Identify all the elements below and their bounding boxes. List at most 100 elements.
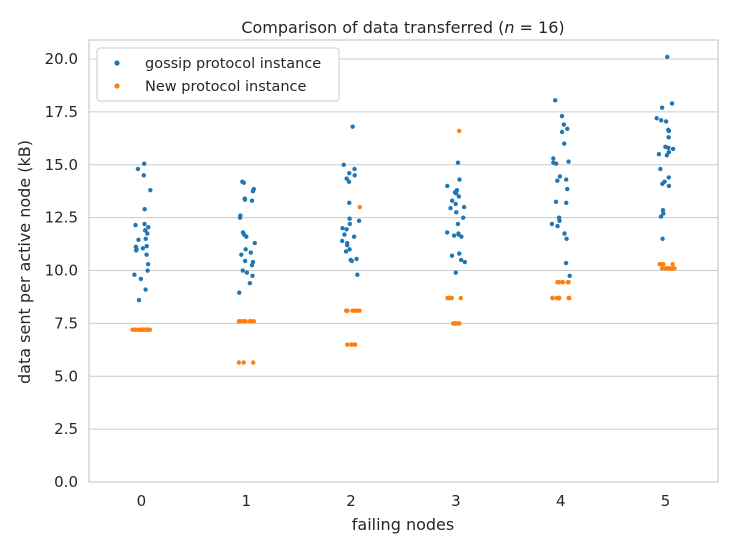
x-tick-label: 4 — [556, 492, 566, 510]
x-tick-label: 1 — [241, 492, 251, 510]
new-protocol-point — [556, 279, 562, 285]
gossip-point — [242, 197, 248, 202]
gossip-point — [145, 261, 151, 267]
data-points — [130, 54, 677, 365]
new-protocol-point — [457, 128, 462, 134]
gossip-point — [660, 236, 665, 241]
new-protocol-point — [557, 295, 562, 301]
gossip-point — [555, 223, 560, 229]
gossip-point — [451, 233, 457, 238]
gossip-point — [141, 173, 146, 178]
gossip-point — [252, 240, 257, 246]
y-tick-label: 10.0 — [45, 262, 78, 280]
gossip-point — [148, 187, 153, 193]
gossip-point — [559, 113, 565, 119]
gossip-point — [136, 297, 142, 303]
new-protocol-point — [659, 261, 665, 267]
legend-marker-new — [114, 83, 120, 89]
gossip-point — [136, 237, 141, 243]
y-tick-label: 20.0 — [45, 50, 78, 68]
gossip-point — [666, 145, 671, 151]
gossip-point — [659, 105, 665, 110]
gossip-point — [347, 200, 352, 206]
gossip-point — [563, 260, 569, 266]
gossip-point — [562, 231, 567, 236]
gossip-point — [567, 273, 572, 278]
gossip-point — [250, 273, 255, 278]
legend-label-gossip: gossip protocol instance — [145, 56, 321, 72]
gossip-point — [552, 98, 558, 103]
gossip-point — [351, 234, 357, 239]
gossip-point — [354, 256, 359, 262]
y-axis-title: data sent per active node (kB) — [15, 140, 34, 384]
gossip-point — [355, 272, 360, 277]
x-axis-title: failing nodes — [352, 515, 454, 534]
gossip-point — [344, 176, 349, 181]
gossip-point — [343, 249, 349, 254]
y-tick-labels: 0.0 2.5 5.0 7.5 10.0 12.5 15.0 17.5 20.0 — [45, 50, 78, 491]
x-tick-labels: 0 1 2 3 4 5 — [137, 492, 671, 510]
gossip-point — [350, 124, 355, 129]
gossip-point — [143, 236, 148, 241]
gossip-point — [144, 252, 149, 257]
gossip-point — [340, 226, 345, 231]
gossip-point — [549, 221, 555, 227]
gossip-point — [661, 211, 666, 216]
gossip-point — [664, 153, 670, 158]
gossip-point — [666, 183, 672, 189]
gossip-point — [453, 201, 458, 207]
new-protocol-point — [251, 319, 257, 324]
gossip-point — [665, 54, 670, 60]
new-protocol-point — [565, 279, 570, 285]
gossip-point — [669, 101, 675, 106]
gossip-point — [347, 221, 353, 227]
gossip-point — [566, 159, 571, 164]
new-protocol-point — [345, 308, 350, 313]
gossip-point — [658, 214, 664, 219]
gossip-point — [656, 152, 662, 157]
gossip-point — [347, 171, 352, 176]
gossip-point — [133, 248, 139, 253]
gossip-point — [660, 208, 666, 213]
gossip-point — [132, 272, 137, 277]
gossip-point — [461, 204, 467, 210]
gossip-point — [142, 221, 147, 227]
gossip-point — [565, 186, 570, 192]
new-protocol-point — [352, 342, 357, 347]
gossip-point — [349, 258, 354, 264]
new-protocol-point — [349, 342, 354, 347]
gossip-point — [459, 234, 464, 239]
x-tick-label: 5 — [661, 492, 671, 510]
gossip-point — [247, 281, 253, 286]
gossip-point — [444, 230, 450, 235]
gossip-point — [551, 156, 556, 161]
gossip-point — [454, 210, 459, 215]
gossip-point — [445, 183, 450, 189]
gossip-point — [557, 218, 562, 224]
gossip-point — [237, 290, 242, 295]
chart-title: Comparison of data transferred (n = 16) — [241, 18, 564, 37]
gossip-point — [144, 244, 149, 249]
gossip-point — [239, 252, 244, 257]
gossip-point — [138, 276, 144, 282]
new-protocol-point — [236, 360, 242, 365]
gossip-point — [133, 222, 138, 228]
gossip-point — [145, 268, 150, 273]
new-protocol-point — [664, 266, 669, 271]
gossip-point — [352, 173, 357, 178]
gossip-point — [562, 141, 567, 146]
gossip-point — [243, 247, 248, 252]
y-tick-label: 12.5 — [45, 209, 78, 227]
gossip-point — [658, 118, 664, 123]
new-protocol-point — [560, 279, 566, 285]
gossip-point — [561, 122, 567, 127]
gossip-point — [240, 268, 245, 273]
y-tick-label: 5.0 — [54, 367, 78, 385]
gossip-point — [142, 206, 147, 212]
gossip-point — [250, 189, 256, 194]
new-protocol-point — [357, 204, 362, 210]
gossip-point — [660, 181, 665, 187]
gossip-point — [249, 263, 255, 268]
grid-lines — [89, 58, 718, 483]
